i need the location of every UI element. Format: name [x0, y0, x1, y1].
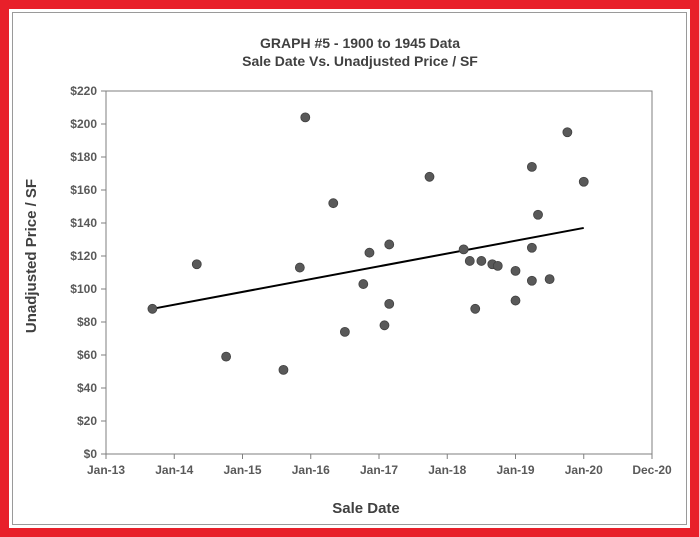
data-point	[492, 260, 503, 271]
data-point	[147, 303, 158, 314]
y-tick-label: $80	[77, 315, 97, 329]
data-point	[328, 198, 339, 209]
x-tick-label: Jan-13	[87, 463, 125, 477]
y-tick-label: $40	[77, 381, 97, 395]
data-point	[526, 275, 537, 286]
x-tick-label: Dec-20	[632, 463, 672, 477]
data-point	[562, 127, 573, 138]
y-tick-label: $60	[77, 348, 97, 362]
data-point	[510, 265, 521, 276]
chart-subtitle: Sale Date Vs. Unadjusted Price / SF	[242, 53, 478, 69]
x-tick-label: Jan-18	[428, 463, 466, 477]
y-tick-label: $220	[70, 84, 97, 98]
data-point	[526, 161, 537, 172]
data-point	[578, 176, 589, 187]
x-tick-label: Jan-20	[565, 463, 603, 477]
data-point	[191, 259, 202, 270]
plot-border	[105, 90, 653, 455]
x-tick-label: Jan-16	[292, 463, 330, 477]
y-tick-label: $100	[70, 282, 97, 296]
y-axis-title: Unadjusted Price / SF	[23, 179, 40, 333]
y-tick-label: $200	[70, 117, 97, 131]
y-tick-label: $140	[70, 216, 97, 230]
trendline	[152, 226, 584, 310]
data-point	[464, 256, 475, 266]
data-point	[384, 239, 395, 250]
y-tick-label: $180	[70, 150, 97, 164]
data-point	[339, 326, 350, 337]
data-point	[379, 320, 390, 331]
data-point	[476, 256, 487, 266]
data-point	[364, 247, 375, 258]
data-point	[544, 274, 555, 285]
chart-title: GRAPH #5 - 1900 to 1945 Data	[260, 35, 460, 51]
x-tick-label: Jan-14	[155, 463, 193, 477]
x-tick-label: Jan-19	[496, 463, 534, 477]
y-tick-label: $120	[70, 249, 97, 263]
x-tick-label: Jan-17	[360, 463, 398, 477]
y-tick-label: $0	[84, 447, 98, 461]
data-point	[278, 364, 289, 375]
x-axis-title: Sale Date	[332, 500, 400, 517]
data-point	[458, 244, 469, 255]
data-point	[221, 351, 232, 362]
chart-area	[12, 12, 687, 525]
data-point	[526, 242, 537, 253]
data-point	[358, 279, 369, 289]
data-point	[300, 112, 311, 123]
y-tick-label: $160	[70, 183, 97, 197]
y-tick-label: $20	[77, 414, 97, 428]
data-point	[384, 298, 395, 309]
data-point	[470, 303, 481, 314]
data-point	[424, 171, 435, 182]
x-tick-label: Jan-15	[223, 463, 261, 477]
data-point	[510, 295, 521, 306]
data-point	[533, 209, 543, 220]
data-point	[294, 262, 305, 273]
